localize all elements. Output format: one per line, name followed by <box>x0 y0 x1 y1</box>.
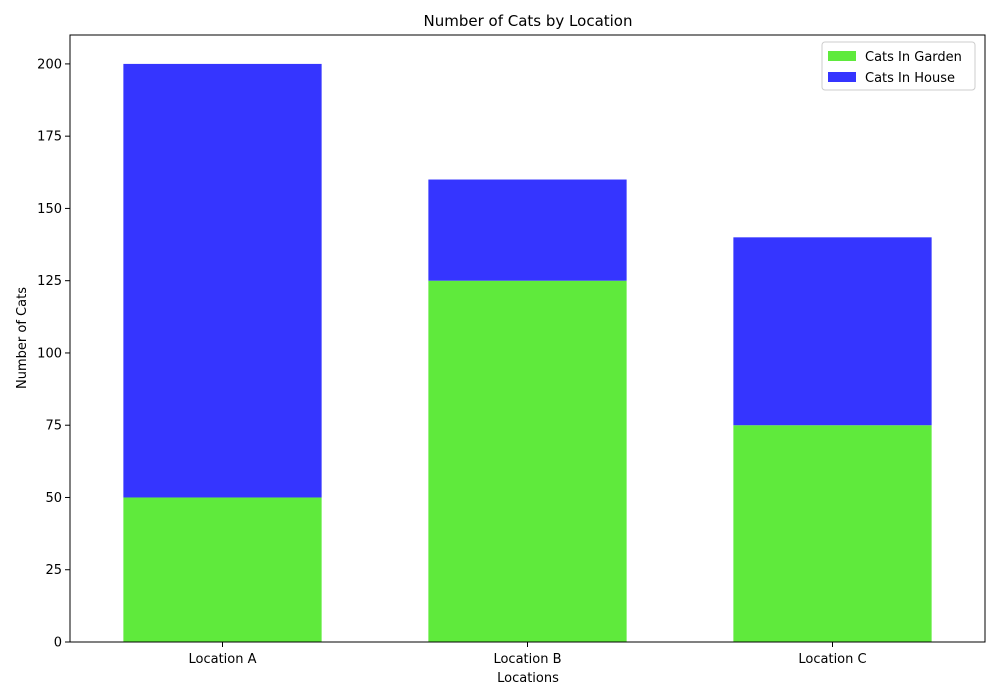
y-tick-label: 75 <box>45 419 62 434</box>
legend-label: Cats In House <box>865 71 955 86</box>
x-tick-label: Location B <box>493 652 561 667</box>
legend-label: Cats In Garden <box>865 50 962 65</box>
y-tick-label: 100 <box>37 346 62 361</box>
legend-box <box>821 41 976 91</box>
bar-garden-3 <box>733 425 932 642</box>
bar-garden-1 <box>123 497 322 642</box>
legend-swatch <box>828 51 856 61</box>
legend-swatch <box>828 72 856 82</box>
bar-house-3 <box>733 237 932 426</box>
y-tick-label: 150 <box>37 202 62 217</box>
y-tick-label: 125 <box>37 274 62 289</box>
x-axis-label: Locations <box>497 671 559 686</box>
chart-title: Number of Cats by Location <box>424 12 633 30</box>
y-tick-label: 50 <box>45 491 62 506</box>
bar-house-2 <box>428 179 627 281</box>
x-tick-label: Location C <box>798 652 866 667</box>
x-tick-label: Location A <box>188 652 256 667</box>
bar-garden-2 <box>428 280 627 642</box>
y-tick-label: 175 <box>37 130 62 145</box>
bars-group <box>123 63 932 642</box>
legend: Cats In Garden Cats In House <box>821 41 976 91</box>
y-tick-label: 200 <box>37 57 62 72</box>
y-tick-label: 0 <box>54 636 62 651</box>
axes-group: 0 25 50 75 100 125 150 175 200 Location A Location… <box>37 34 986 667</box>
y-axis-label: Number of Cats <box>15 287 30 389</box>
y-tick-label: 25 <box>45 563 62 578</box>
bar-house-1 <box>123 63 322 498</box>
